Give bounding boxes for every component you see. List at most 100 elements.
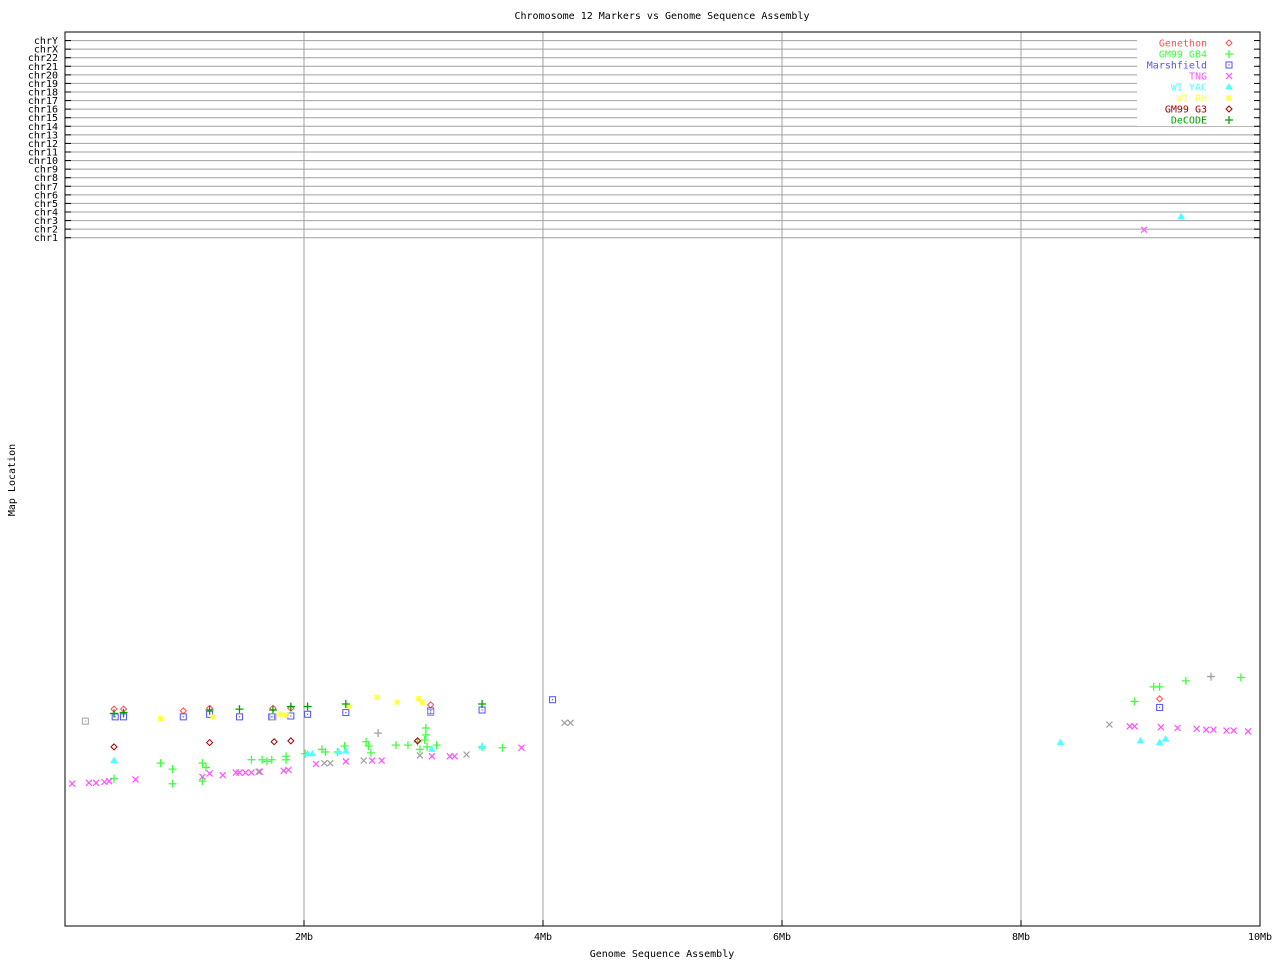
square-marker-outline — [235, 713, 243, 721]
square-marker-dot — [208, 713, 211, 715]
y-tick-label: chr14 — [28, 122, 58, 133]
y-tick-label: chr2 — [34, 225, 58, 236]
data-point — [262, 757, 271, 766]
data-point — [1106, 721, 1113, 728]
data-point — [219, 771, 227, 779]
data-point — [561, 719, 568, 727]
data-point — [1131, 722, 1138, 730]
square-marker-dot — [430, 710, 432, 712]
data-point — [415, 745, 424, 754]
data-point — [342, 709, 350, 717]
square-marker-dot — [272, 716, 274, 718]
data-point — [1236, 673, 1245, 682]
x-axis-label: Genome Sequence Assembly — [590, 949, 735, 960]
legend-marker-plus-icon — [1225, 50, 1233, 58]
y-tick-label: chr22 — [28, 53, 58, 64]
data-point — [498, 743, 507, 752]
data-point — [1230, 727, 1238, 734]
legend-marker-diamond-icon — [1225, 39, 1233, 47]
data-point — [341, 747, 350, 754]
data-point — [432, 741, 441, 750]
data-point — [1177, 212, 1186, 220]
data-point — [235, 705, 244, 714]
legend-label: WI YAC — [1171, 83, 1207, 94]
data-point — [1174, 724, 1181, 732]
data-point — [427, 709, 435, 717]
data-point — [419, 699, 426, 706]
data-point — [247, 755, 256, 764]
square-marker-dot — [1228, 64, 1230, 66]
data-point — [132, 776, 139, 783]
data-point — [427, 745, 436, 752]
data-point — [341, 700, 350, 708]
y-tick-label: chr21 — [28, 62, 58, 73]
data-point — [1155, 695, 1164, 703]
data-point — [378, 757, 386, 764]
square-marker-outline — [427, 709, 435, 717]
data-point — [286, 702, 295, 711]
data-point — [287, 737, 295, 745]
data-point — [199, 773, 206, 781]
data-point — [68, 780, 76, 788]
legend-label: WI RH — [1177, 94, 1207, 105]
legend-marker-square-icon — [1225, 61, 1233, 69]
legend-label: Genethon — [1159, 39, 1207, 50]
x-tick-label: 6Mb — [773, 932, 791, 943]
square-marker-outline — [287, 712, 295, 720]
data-point — [549, 696, 557, 704]
square-marker-dot — [430, 711, 432, 714]
y-tick-label: chr6 — [34, 190, 58, 201]
legend-label: TNG — [1189, 72, 1207, 83]
square-marker-dot — [238, 716, 241, 718]
data-point — [1244, 728, 1252, 735]
data-point — [366, 748, 375, 757]
series-unlabeled-10 — [374, 672, 1216, 738]
data-point — [403, 741, 412, 750]
data-point — [340, 742, 349, 750]
data-point — [282, 755, 291, 764]
data-point — [168, 765, 177, 774]
y-tick-label: chr11 — [28, 148, 58, 159]
legend-label: GM99 GB4 — [1159, 50, 1207, 61]
data-point — [179, 713, 187, 721]
data-point — [374, 729, 383, 738]
legend-marker-star-icon — [1226, 95, 1232, 101]
data-point — [1223, 727, 1230, 734]
data-point — [304, 710, 312, 718]
square-marker-outline — [179, 713, 187, 721]
data-point — [1181, 676, 1190, 685]
data-point — [368, 757, 376, 764]
data-point — [392, 741, 401, 750]
x-tick-label: 4Mb — [534, 932, 552, 943]
data-point — [1161, 735, 1170, 742]
data-point — [202, 763, 211, 772]
data-point — [373, 694, 380, 701]
data-point — [168, 779, 177, 788]
legend-label: GM99 G3 — [1165, 105, 1207, 116]
data-point — [198, 777, 207, 786]
data-point — [308, 749, 317, 757]
square-marker-outline — [81, 717, 89, 725]
data-point — [1209, 726, 1217, 734]
square-marker-dot — [182, 716, 184, 718]
data-point — [242, 769, 249, 776]
data-point — [205, 706, 214, 714]
square-marker-outline — [342, 709, 350, 717]
series-unlabeled-8 — [81, 709, 435, 725]
data-point — [326, 759, 334, 767]
square-marker-dot — [271, 716, 273, 718]
data-point — [267, 755, 276, 764]
data-point — [210, 713, 217, 720]
data-point — [364, 742, 373, 750]
x-tick-label: 10Mb — [1248, 932, 1272, 943]
y-tick-label: chr16 — [28, 105, 58, 116]
data-point — [420, 736, 429, 744]
legend-label: Marshfield — [1147, 61, 1207, 72]
data-point — [320, 759, 328, 767]
square-marker-outline — [269, 713, 277, 721]
square-marker-dot — [114, 716, 116, 718]
data-point — [256, 768, 264, 776]
data-point — [1155, 738, 1164, 746]
y-tick-label: chr18 — [28, 88, 58, 99]
